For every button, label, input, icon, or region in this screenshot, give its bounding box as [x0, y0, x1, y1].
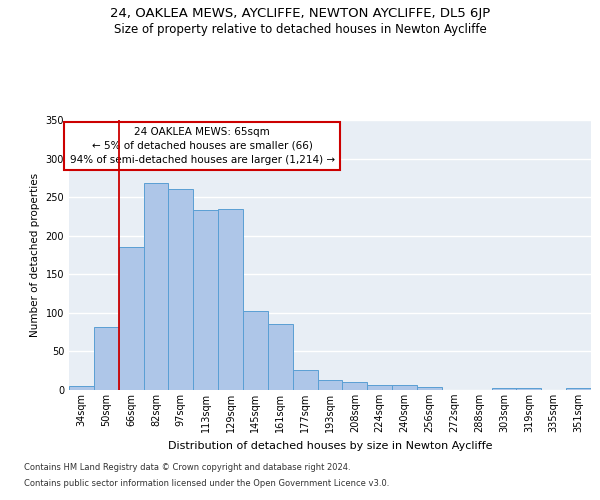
Text: Contains HM Land Registry data © Crown copyright and database right 2024.: Contains HM Land Registry data © Crown c…: [24, 464, 350, 472]
Bar: [268, 324, 293, 390]
Bar: [343, 382, 367, 390]
Bar: [491, 388, 517, 390]
Bar: [169, 190, 193, 390]
X-axis label: Distribution of detached houses by size in Newton Aycliffe: Distribution of detached houses by size …: [168, 440, 492, 450]
Y-axis label: Number of detached properties: Number of detached properties: [30, 173, 40, 337]
Bar: [367, 386, 392, 390]
Bar: [517, 388, 541, 390]
Bar: [317, 380, 343, 390]
Text: Contains public sector information licensed under the Open Government Licence v3: Contains public sector information licen…: [24, 478, 389, 488]
Bar: [218, 210, 243, 390]
Bar: [392, 386, 417, 390]
Bar: [94, 326, 119, 390]
Text: 24 OAKLEA MEWS: 65sqm
← 5% of detached houses are smaller (66)
94% of semi-detac: 24 OAKLEA MEWS: 65sqm ← 5% of detached h…: [70, 126, 335, 165]
Bar: [566, 388, 591, 390]
Bar: [193, 210, 218, 390]
Bar: [119, 248, 143, 390]
Text: 24, OAKLEA MEWS, AYCLIFFE, NEWTON AYCLIFFE, DL5 6JP: 24, OAKLEA MEWS, AYCLIFFE, NEWTON AYCLIF…: [110, 8, 490, 20]
Bar: [293, 370, 317, 390]
Text: Size of property relative to detached houses in Newton Aycliffe: Size of property relative to detached ho…: [113, 22, 487, 36]
Bar: [69, 386, 94, 390]
Bar: [143, 184, 169, 390]
Bar: [417, 387, 442, 390]
Bar: [243, 310, 268, 390]
